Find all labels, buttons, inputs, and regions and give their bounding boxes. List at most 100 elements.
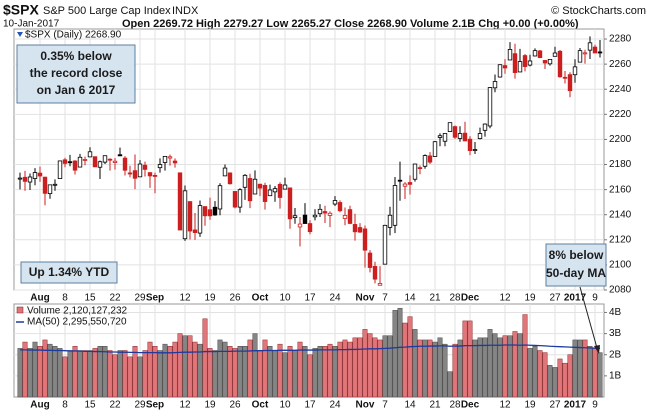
candle-body <box>517 61 523 73</box>
candle-body <box>412 163 418 180</box>
candle-body <box>232 191 238 208</box>
volume-bar <box>17 348 23 398</box>
candle-body <box>152 174 158 177</box>
y-tick-label: 2240 <box>609 84 632 95</box>
volume-bar <box>562 362 568 398</box>
candle-body <box>287 187 293 220</box>
volume-bar <box>292 350 298 398</box>
volume-bar <box>147 341 153 398</box>
annotation-box <box>20 261 118 284</box>
volume-bar <box>437 337 443 398</box>
volume-bar <box>427 339 433 398</box>
volume-bar <box>117 350 123 398</box>
volume-bar <box>142 350 148 398</box>
moving-average-line <box>20 344 601 354</box>
quote-line: Open 2269.72 High 2279.27 Low 2265.27 Cl… <box>122 18 579 30</box>
candle-body <box>77 156 83 168</box>
x-tick-label: 22 <box>109 293 121 304</box>
volume-bar <box>67 350 73 398</box>
y-tick-label: 2280 <box>609 34 632 45</box>
volume-bar <box>82 350 88 398</box>
volume-bar <box>497 337 503 398</box>
annotation-box <box>16 44 136 104</box>
x-tick-label: 26 <box>229 293 241 304</box>
annotation-text: the record close <box>30 66 123 80</box>
volume-bar <box>512 331 518 398</box>
candle-body <box>22 176 28 182</box>
candle-body <box>382 224 388 265</box>
candle-body <box>427 155 433 163</box>
volume-bar <box>532 346 538 398</box>
y-tick-label: 2B <box>609 349 622 360</box>
volume-bar <box>577 339 583 398</box>
annotation-text: 0.35% below <box>40 49 112 63</box>
candle-body <box>72 160 78 171</box>
annotation-text: Up 1.34% YTD <box>29 265 110 279</box>
candle-body <box>502 65 508 69</box>
volume-bar <box>352 337 358 398</box>
volume-legend: Volume 2,120,127,232 <box>27 306 128 317</box>
volume-bar <box>412 329 418 398</box>
y-tick-label: 3B <box>609 328 622 339</box>
volume-bar <box>87 350 93 398</box>
x-tick-label: 10 <box>279 400 291 411</box>
x-tick-label: Oct <box>252 400 269 411</box>
volume-bar <box>597 352 603 398</box>
candle-body <box>322 211 328 214</box>
annotation-box <box>545 243 607 287</box>
volume-bar <box>542 352 548 398</box>
candle-body <box>47 184 53 195</box>
candle-body <box>202 206 208 217</box>
candle-body <box>102 155 108 163</box>
candle-body <box>437 135 443 138</box>
volume-bar <box>167 346 173 398</box>
volume-bar <box>162 343 168 398</box>
volume-bar <box>297 341 303 398</box>
volume-bar <box>342 339 348 398</box>
candle-body <box>67 161 73 164</box>
volume-bar <box>127 356 133 398</box>
volume-bar <box>327 343 333 398</box>
x-tick-label: Aug <box>30 293 49 304</box>
candle-body <box>477 133 483 140</box>
volume-bar <box>247 339 253 398</box>
candle-body <box>567 74 573 92</box>
x-tick-label: 12 <box>179 400 191 411</box>
volume-bar <box>482 337 488 398</box>
candle-body <box>367 252 373 268</box>
volume-bar <box>452 343 458 398</box>
candle-body <box>592 46 598 54</box>
volume-bar <box>192 341 198 398</box>
candle-body <box>557 50 563 78</box>
volume-bar <box>527 348 533 398</box>
candle-body <box>222 167 228 177</box>
volume-bar <box>572 339 578 398</box>
volume-bar <box>487 329 493 398</box>
candle-body <box>467 138 473 152</box>
x-tick-label: 15 <box>84 293 96 304</box>
candle-body <box>37 172 43 177</box>
volume-bar <box>472 339 478 398</box>
volume-bar <box>387 335 393 398</box>
candle-body <box>122 157 128 171</box>
candle-body <box>542 60 548 64</box>
candle-body <box>577 50 583 63</box>
x-tick-label: Sep <box>146 400 164 411</box>
candle-body <box>57 160 63 179</box>
candle-body <box>397 179 403 182</box>
candle-body <box>87 151 93 158</box>
x-tick-label: 29 <box>134 293 146 304</box>
candle-body <box>422 155 428 167</box>
volume-bar <box>547 365 553 398</box>
volume-bar <box>37 346 43 398</box>
y-tick-label: 2100 <box>609 260 632 271</box>
volume-bar <box>322 346 328 398</box>
candle-body <box>337 202 343 212</box>
volume-bar <box>177 333 183 398</box>
volume-bar <box>267 346 273 398</box>
candle-body <box>527 60 533 66</box>
candle-body <box>212 206 218 216</box>
volume-bar <box>457 339 463 398</box>
candle-body <box>282 184 288 190</box>
volume-bar <box>237 346 243 398</box>
